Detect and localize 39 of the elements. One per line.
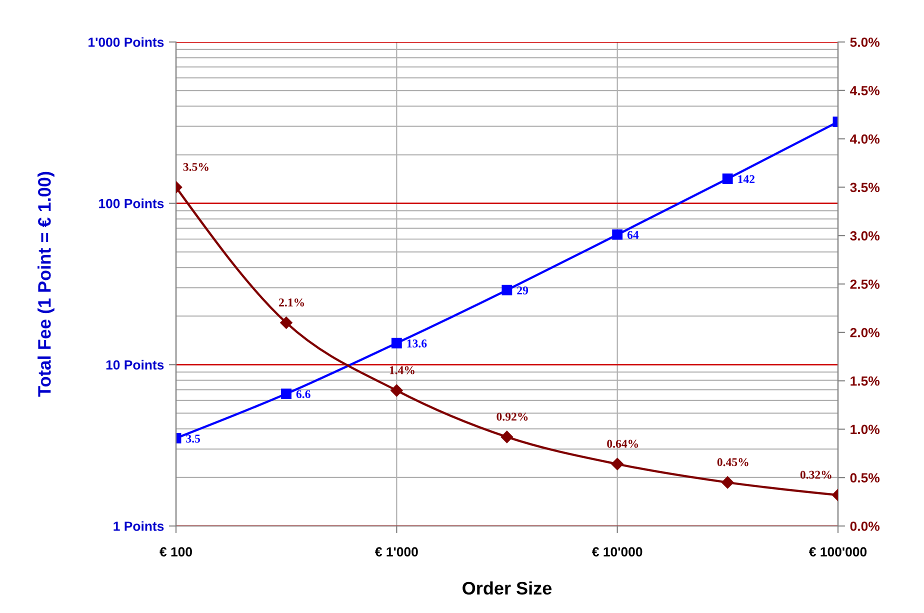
y-tick-label: 100 Points	[99, 198, 164, 208]
x-tick-label: € 10'000	[592, 547, 642, 557]
y2-tick-label: 5.0%	[850, 38, 880, 47]
x-tick-label: € 100	[160, 547, 192, 557]
y-tick-label: 1 Points	[114, 521, 164, 531]
data-label: 29	[517, 286, 528, 294]
data-label: 13.6	[407, 340, 427, 348]
point	[612, 229, 623, 240]
y2-tick-label: 2.0%	[850, 328, 880, 338]
point	[502, 284, 512, 296]
data-label: 1.4%	[390, 366, 414, 374]
data-label: 64	[627, 231, 639, 239]
y-tick-label: 1'000 Points	[88, 37, 164, 47]
point	[281, 388, 292, 399]
data-label: 3.5	[186, 434, 200, 443]
y2-tick-label: 3.5%	[850, 182, 880, 192]
data-label: 0.32%	[800, 470, 832, 479]
y2-tick-label: 1.0%	[850, 424, 880, 434]
data-label: 6.6	[296, 390, 310, 398]
y2-tick-label: 0.0%	[850, 522, 880, 531]
y2-tick-label: 4.0%	[850, 134, 880, 144]
x-tick-label: € 1'000	[374, 547, 418, 557]
data-label: 0.64%	[607, 440, 638, 448]
y-tick-label: 10 Points	[106, 360, 164, 370]
y2-tick-label: 2.5%	[850, 280, 880, 289]
y2-tick-label: 3.0%	[850, 231, 880, 241]
x-axis-title: Order Size	[462, 581, 552, 595]
data-label: 0.92%	[496, 412, 528, 421]
data-label: 0.45%	[717, 458, 748, 466]
data-label: 3.5%	[183, 162, 208, 171]
y2-tick-label: 4.5%	[850, 86, 880, 96]
data-label: 142	[738, 175, 755, 183]
y2-tick-label: 1.5%	[850, 376, 880, 386]
point	[391, 338, 402, 348]
y-axis-title: Total Fee (1 Point = € 1.00)	[38, 172, 54, 397]
x-tick-label: € 100'000	[808, 547, 867, 557]
point	[722, 174, 733, 184]
data-label: 2.1%	[279, 298, 304, 306]
y2-tick-label: 0.5%	[850, 473, 880, 483]
